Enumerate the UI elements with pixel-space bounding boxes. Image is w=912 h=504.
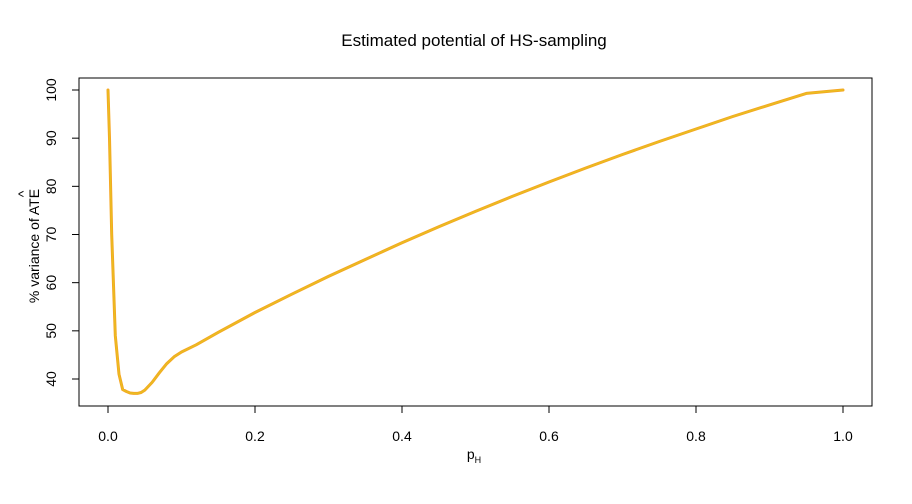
series-layer [106,88,845,395]
x-axis-label: pH [467,446,481,465]
series-line [106,88,845,395]
series-line-highlight [107,89,844,394]
x-tick-label: 1.0 [833,428,853,444]
y-tick-label: 50 [43,323,59,339]
x-axis-label-subscript: H [475,455,482,465]
y-ticks: 40 50 60 70 80 90 100 [43,78,79,387]
y-tick-label: 40 [43,371,59,387]
x-tick-label: 0.8 [686,428,706,444]
x-tick-label: 0.0 [98,428,118,444]
y-axis-label-hat: ^ [15,190,31,197]
x-ticks: 0.0 0.2 0.4 0.6 0.8 1.0 [98,406,853,444]
chart-title: Estimated potential of HS-sampling [341,31,607,50]
y-tick-label: 80 [43,178,59,194]
plot-area [78,77,873,407]
y-axis-label-prefix: % variance of [26,215,42,303]
y-tick-label: 60 [43,275,59,291]
x-axis-label-main: p [467,446,475,462]
x-tick-label: 0.2 [245,428,265,444]
x-tick-label: 0.4 [392,428,412,444]
y-tick-label: 100 [43,78,59,102]
x-tick-label: 0.6 [539,428,559,444]
y-axis-label-text: % variance of ATE [26,189,42,303]
y-axis-label: % variance of ATE ^ [15,189,42,303]
y-tick-label: 70 [43,227,59,243]
y-tick-label: 90 [43,130,59,146]
y-axis-label-ate: ATE [26,189,42,215]
